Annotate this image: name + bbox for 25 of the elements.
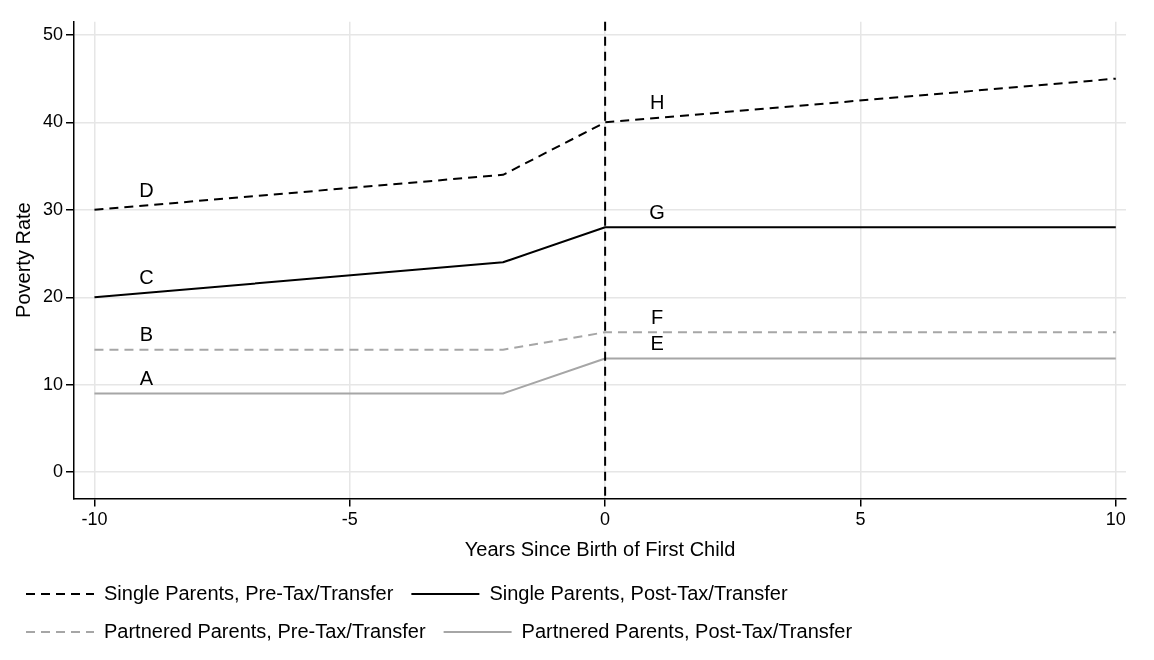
annotation: G	[649, 200, 665, 223]
annotation: C	[139, 266, 154, 289]
legend-label: Single Parents, Pre-Tax/Transfer	[104, 581, 394, 604]
annotation: H	[649, 91, 665, 114]
x-tick-label: 0	[600, 509, 611, 530]
y-tick-label: 0	[53, 461, 64, 482]
y-tick-label: 20	[42, 286, 64, 307]
y-tick-label: 50	[42, 23, 64, 44]
legend-label: Single Parents, Post-Tax/Transfer	[489, 581, 788, 604]
annotation: F	[651, 305, 664, 328]
x-tick-label: 10	[1105, 509, 1126, 530]
legend-label: Partnered Parents, Post-Tax/Transfer	[521, 619, 853, 642]
y-tick-label: 40	[42, 111, 64, 132]
annotation: A	[139, 366, 154, 389]
legend-label: Partnered Parents, Pre-Tax/Transfer	[104, 619, 426, 642]
x-tick-label: -5	[341, 509, 358, 530]
x-tick-label: -10	[81, 509, 108, 530]
y-tick-label: 30	[42, 198, 64, 219]
y-tick-label: 10	[42, 373, 64, 394]
annotation: D	[139, 178, 154, 201]
annotation: E	[650, 332, 664, 354]
x-tick-label: 5	[855, 509, 866, 530]
annotation: B	[139, 323, 154, 346]
y-axis-title: Poverty Rate	[11, 202, 34, 318]
x-axis-title: Years Since Birth of First Child	[464, 537, 736, 560]
